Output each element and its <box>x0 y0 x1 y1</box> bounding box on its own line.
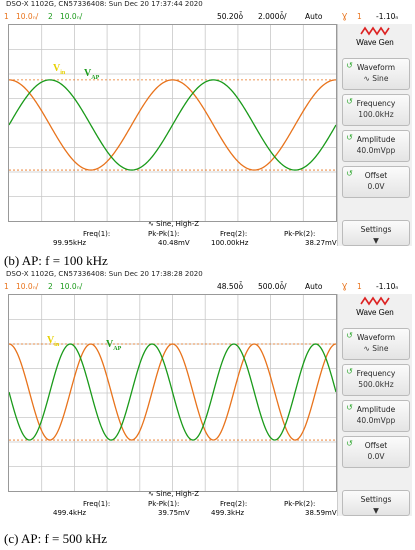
pkpk1-value: 39.75mV <box>158 509 190 517</box>
vin-trace <box>9 79 336 171</box>
amplitude-button[interactable]: ↺ Amplitude 40.0mVpp <box>342 400 410 432</box>
offset-button[interactable]: ↺ Offset 0.0V <box>342 436 410 468</box>
freq1-label: Freq(1): <box>83 500 111 508</box>
freq2-label: Freq(2): <box>220 500 248 508</box>
waveform-button[interactable]: ↺ Waveform ∿ Sine <box>342 58 410 90</box>
trigger-edge-icon: Ɣ <box>342 282 348 291</box>
ch2-number: 2 <box>48 12 53 21</box>
wavegen-title: Wave Gen <box>356 308 394 317</box>
ch1-scale: 10.0ₙ/ <box>16 12 39 21</box>
wavegen-logo-icon <box>360 296 390 306</box>
measurement-bar: ∿ Sine, High-Z Freq(1): 499.4kHz Pk-Pk(1… <box>8 490 337 520</box>
settings-button[interactable]: Settings ▼ <box>342 220 410 246</box>
vap-trace <box>9 79 336 171</box>
freq1-value: 499.4kHz <box>53 509 87 517</box>
trigger-level: -1.10ₙ <box>376 282 399 291</box>
ch2-scale: 10.0ₙ/ <box>60 12 83 21</box>
trigger-edge-icon: Ɣ <box>342 12 348 21</box>
vap-label: VAP <box>106 339 122 352</box>
rotate-icon: ↺ <box>346 133 353 142</box>
rotate-icon: ↺ <box>346 403 353 412</box>
wavegen-logo-icon <box>360 26 390 36</box>
pkpk1-label: Pk-Pk(1): <box>148 500 180 508</box>
trigger-channel: 1 <box>357 12 362 21</box>
vin-trace <box>9 343 336 441</box>
time-position: 48.50ȱ <box>217 282 244 291</box>
wavegen-panel: Wave Gen ↺ Waveform ∿ Sine ↺ Frequency 100.0… <box>337 24 412 246</box>
freq2-value: 100.00kHz <box>211 239 249 247</box>
wavegen-panel: Wave Gen ↺ Waveform ∿ Sine ↺ Frequency 500.0… <box>337 294 412 516</box>
trigger-level: -1.10ₙ <box>376 12 399 21</box>
rotate-icon: ↺ <box>346 331 353 340</box>
pkpk2-value: 38.59mV <box>305 509 337 517</box>
vap-label: VAP <box>84 68 100 81</box>
measurement-bar: ∿ Sine, High-Z Freq(1): 99.95kHz Pk-Pk(1… <box>8 220 337 250</box>
waveform-display: Vin VAP <box>8 294 337 492</box>
freq2-label: Freq(2): <box>220 230 248 238</box>
trigger-channel: 1 <box>357 282 362 291</box>
pkpk2-label: Pk-Pk(2): <box>284 230 316 238</box>
waveform-button[interactable]: ↺ Waveform ∿ Sine <box>342 328 410 360</box>
wavegen-header: Wave Gen <box>342 26 408 54</box>
frequency-button[interactable]: ↺ Frequency 500.0kHz <box>342 364 410 396</box>
vin-label: Vin <box>53 63 66 76</box>
vin-label: Vin <box>47 335 60 348</box>
caption-c: (c) AP: f = 500 kHz <box>4 531 108 546</box>
chevron-down-icon: ▼ <box>373 506 379 515</box>
pkpk2-value: 38.27mV <box>305 239 337 247</box>
measurement-info: ∿ Sine, High-Z <box>148 490 200 498</box>
rotate-icon: ↺ <box>346 367 353 376</box>
scope-screen-2: DSO-X 1102G, CN57336408: Sun Dec 20 17:3… <box>0 270 415 520</box>
ch1-scale: 10.0ₙ/ <box>16 282 39 291</box>
time-scale: 500.0ȱ/ <box>258 282 287 291</box>
settings-button[interactable]: Settings ▼ <box>342 490 410 516</box>
ch1-number: 1 <box>4 12 9 21</box>
chevron-down-icon: ▼ <box>373 236 379 245</box>
rotate-icon: ↺ <box>346 97 353 106</box>
wavegen-header: Wave Gen <box>342 296 408 324</box>
freq1-value: 99.95kHz <box>53 239 87 247</box>
scope-status-bar: 1 10.0ₙ/ 2 10.0ₙ/ 50.20ȱ 2.000ȱ/ Auto Ɣ … <box>0 12 415 24</box>
ch2-scale: 10.0ₙ/ <box>60 282 83 291</box>
scope-header: DSO-X 1102G, CN57336408: Sun Dec 20 17:3… <box>6 270 203 278</box>
time-position: 50.20ȱ <box>217 12 244 21</box>
trigger-mode: Auto <box>305 282 323 291</box>
ch1-number: 1 <box>4 282 9 291</box>
rotate-icon: ↺ <box>346 61 353 70</box>
caption-b: (b) AP: f = 100 kHz <box>4 253 108 268</box>
pkpk2-label: Pk-Pk(2): <box>284 500 316 508</box>
scope-screen-1: DSO-X 1102G, CN57336408: Sun Dec 20 17:3… <box>0 0 415 250</box>
trigger-mode: Auto <box>305 12 323 21</box>
offset-button[interactable]: ↺ Offset 0.0V <box>342 166 410 198</box>
pkpk1-label: Pk-Pk(1): <box>148 230 180 238</box>
freq2-value: 499.3kHz <box>211 509 245 517</box>
rotate-icon: ↺ <box>346 169 353 178</box>
pkpk1-value: 40.48mV <box>158 239 190 247</box>
scope-header: DSO-X 1102G, CN57336408: Sun Dec 20 17:3… <box>6 0 203 8</box>
freq1-label: Freq(1): <box>83 230 111 238</box>
frequency-button[interactable]: ↺ Frequency 100.0kHz <box>342 94 410 126</box>
wavegen-title: Wave Gen <box>356 38 394 47</box>
vap-trace <box>9 343 336 441</box>
scope-status-bar: 1 10.0ₙ/ 2 10.0ₙ/ 48.50ȱ 500.0ȱ/ Auto Ɣ … <box>0 282 415 294</box>
amplitude-button[interactable]: ↺ Amplitude 40.0mVpp <box>342 130 410 162</box>
waveform-display: Vin VAP <box>8 24 337 222</box>
rotate-icon: ↺ <box>346 439 353 448</box>
ch2-number: 2 <box>48 282 53 291</box>
time-scale: 2.000ȱ/ <box>258 12 287 21</box>
measurement-info: ∿ Sine, High-Z <box>148 220 200 228</box>
